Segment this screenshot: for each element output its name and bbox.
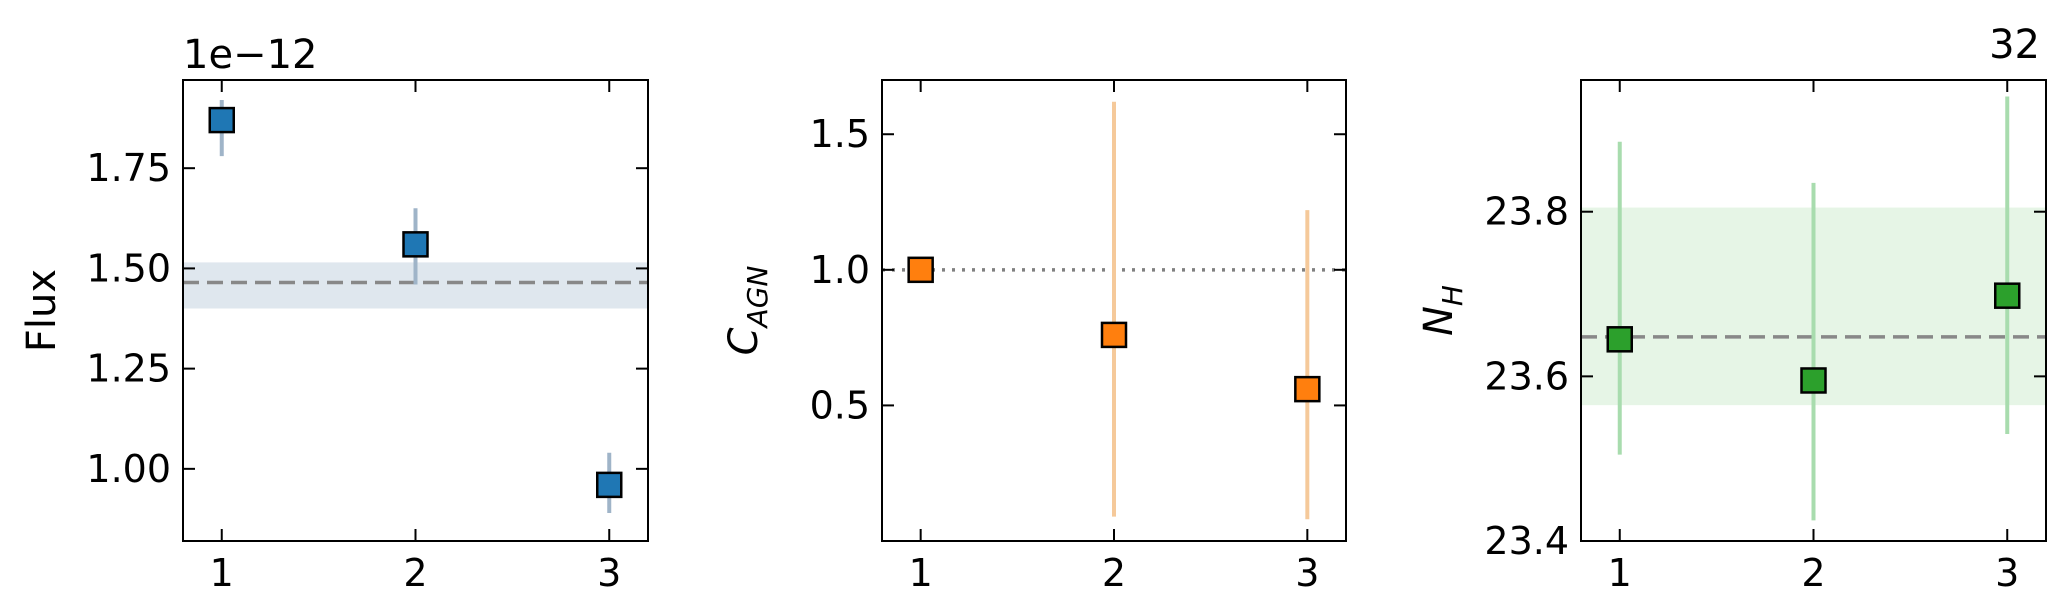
- y-tick-label: 1.5: [810, 112, 870, 156]
- x-tick-label: 1: [909, 551, 933, 595]
- y-axis-label: CAGN: [721, 266, 774, 356]
- y-axis-label-main: C: [721, 327, 767, 355]
- x-tick-label: 1: [1608, 551, 1632, 595]
- x-tick-label: 3: [1995, 551, 2019, 595]
- x-tick-label: 3: [1295, 551, 1319, 595]
- x-tick-label: 2: [403, 551, 427, 595]
- y-axis-label: NH: [1416, 285, 1469, 336]
- panel-1: 1 2 3 1.00 1.25 1.50 1.75 Flux 1e−12: [19, 32, 649, 595]
- y-axis-label-subscript: AGN: [741, 266, 774, 330]
- panel-3: 1 2 3 23.4 23.6 23.8 NH 32: [1416, 22, 2047, 595]
- y-tick-label: 23.4: [1484, 519, 1569, 563]
- corner-label: 32: [1989, 22, 2040, 68]
- y-axis-label-subscript: H: [1436, 285, 1469, 306]
- x-tick-label: 2: [1801, 551, 1825, 595]
- data-point-2: [402, 231, 429, 258]
- data-point-2: [1100, 321, 1128, 349]
- axes-frame: [182, 79, 649, 542]
- y-tick-label: 1.75: [86, 146, 171, 190]
- data-point-3: [1994, 282, 2021, 309]
- y-axis-label: Flux: [19, 269, 65, 352]
- x-tick-label: 1: [210, 551, 234, 595]
- data-point-3: [1294, 375, 1321, 403]
- y-tick-label: 1.00: [86, 447, 171, 491]
- y-tick-label: 0.5: [810, 383, 870, 427]
- y-tick-label: 23.8: [1484, 190, 1569, 234]
- y-axis-label-main: N: [1416, 306, 1462, 336]
- data-point-2: [1800, 367, 1827, 394]
- data-point-1: [907, 256, 934, 284]
- y-tick-label: 1.0: [810, 248, 870, 292]
- data-point-1: [1606, 326, 1633, 353]
- y-tick-label: 1.25: [86, 347, 171, 391]
- panel-2: 1 2 3 0.5 1.0 1.5 CAGN: [721, 79, 1347, 595]
- data-point-1: [208, 106, 235, 134]
- y-tick-label: 1.50: [86, 246, 171, 290]
- y-tick-label: 23.6: [1484, 354, 1569, 398]
- data-point-3: [596, 471, 623, 499]
- x-tick-label: 2: [1102, 551, 1126, 595]
- x-tick-label: 3: [597, 551, 621, 595]
- offset-label: 1e−12: [183, 32, 317, 78]
